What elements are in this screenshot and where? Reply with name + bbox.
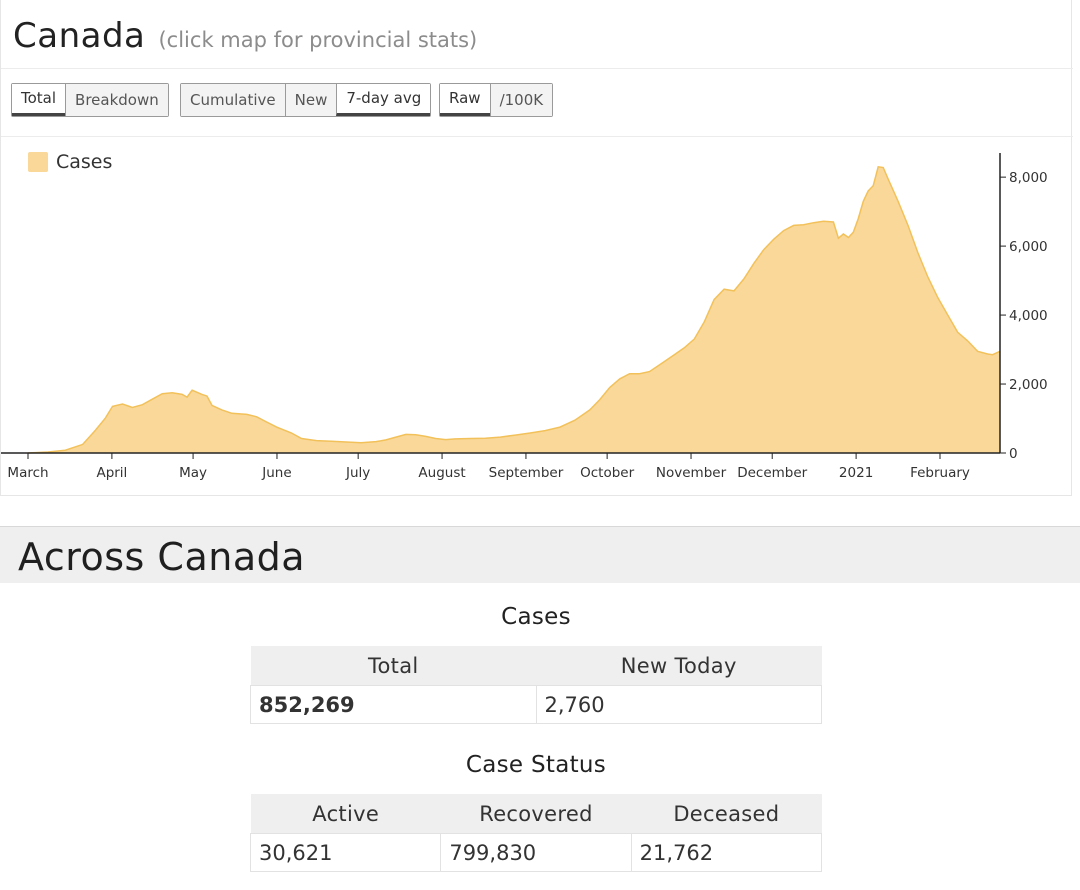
table-header-row: Total New Today [250,646,822,686]
x-tick-label: May [179,465,207,481]
cases-title: Cases [501,604,571,630]
active-header: Active [250,794,441,834]
scale-toggle-group: Raw /100K [439,83,554,117]
y-tick-label: 4,000 [1009,308,1048,324]
total-cases-value: 852,269 [250,685,537,724]
new-today-header: New Today [536,646,822,686]
y-axis-ticks: 0 2,000 4,000 6,000 8,000 [1000,170,1048,462]
measure-toggle-group: Cumulative New 7-day avg [180,83,432,117]
recovered-value: 799,830 [440,833,632,872]
x-tick-label: September [489,465,564,481]
x-tick-label: June [261,465,291,481]
page-title: Canada [13,16,146,56]
legend-swatch [28,152,48,172]
seven-day-avg-button[interactable]: 7-day avg [336,84,431,116]
total-button[interactable]: Total [12,84,66,116]
case-status-title: Case Status [465,752,607,778]
new-today-value: 2,760 [535,685,822,724]
chart-legend[interactable]: Cases [28,151,112,173]
x-tick-label: October [580,465,634,481]
active-value: 30,621 [249,833,442,872]
cases-area [28,166,1000,454]
section-title: Across Canada [18,535,306,579]
x-tick-label: December [737,465,807,481]
recovered-header: Recovered [440,794,632,834]
x-tick-label: February [910,465,970,481]
view-toggle-group: Total Breakdown [11,83,169,117]
chart-panel: Canada (click map for provincial stats) … [0,0,1073,496]
raw-button[interactable]: Raw [440,84,490,116]
divider [1,136,1073,137]
x-axis-ticks: March April May June July August September Octo… [7,453,970,481]
y-tick-label: 6,000 [1009,239,1048,255]
breakdown-button[interactable]: Breakdown [65,84,168,116]
y-tick-label: 0 [1009,446,1018,462]
title-row: Canada (click map for provincial stats) [13,16,477,56]
cases-area-chart: March April May June July August September Octo… [1,153,1048,481]
case-status-table: Active Recovered Deceased 30,621 799,830… [249,794,823,872]
y-tick-label: 2,000 [1009,377,1048,393]
across-canada-header: Across Canada [0,526,1080,583]
deceased-header: Deceased [631,794,822,834]
x-tick-label: April [96,465,127,481]
y-tick-label: 8,000 [1009,170,1048,186]
x-tick-label: July [345,465,370,481]
new-button[interactable]: New [284,84,337,116]
table-row: 852,269 2,760 [250,685,822,724]
cumulative-button[interactable]: Cumulative [181,84,285,116]
total-header: Total [250,646,536,686]
divider [1,68,1073,69]
x-tick-label: March [7,465,48,481]
deceased-value: 21,762 [630,833,823,872]
page-subtitle: (click map for provincial stats) [158,28,478,52]
table-row: 30,621 799,830 21,762 [249,833,823,872]
table-header-row: Active Recovered Deceased [250,794,822,834]
x-tick-label: 2021 [839,465,873,481]
x-tick-label: August [418,465,465,481]
cases-line [27,165,1001,454]
cases-table: Total New Today 852,269 2,760 [250,646,822,724]
per-100k-button[interactable]: /100K [489,84,553,116]
x-tick-label: November [656,465,727,481]
legend-label: Cases [56,151,113,173]
